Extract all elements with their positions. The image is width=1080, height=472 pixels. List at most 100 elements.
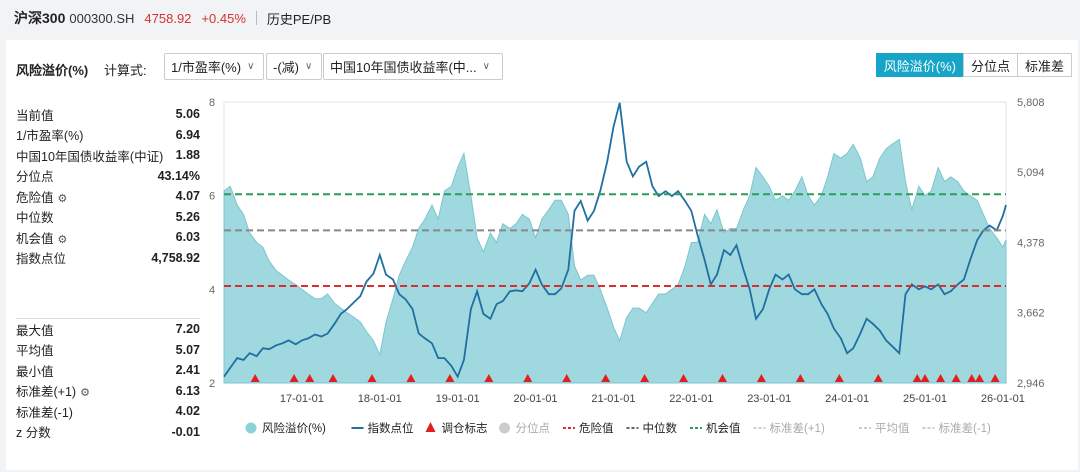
rebalance-marker: [679, 374, 689, 382]
stat-label-text: 危险值: [16, 190, 54, 205]
bond-select[interactable]: 中国10年国债收益率(中... ∨: [323, 53, 503, 80]
legend-label[interactable]: 机会值: [706, 421, 741, 435]
rebalance-marker: [920, 374, 930, 382]
stat-value: 4.02: [175, 404, 200, 419]
legend-label[interactable]: 危险值: [579, 421, 614, 435]
stat-value: 1.88: [175, 148, 200, 163]
legend-label[interactable]: 中位数: [643, 421, 678, 435]
stat-label: 平均值: [16, 340, 54, 359]
rebalance-marker: [640, 374, 650, 382]
history-pe-pb-link[interactable]: 历史PE/PB: [266, 11, 332, 27]
rebalance-marker: [250, 374, 260, 382]
stat-label: 最小值: [16, 361, 54, 380]
y-right-tick: 2,946: [1017, 378, 1045, 390]
y-left-tick: 2: [209, 378, 215, 390]
stat-row: 分位点 43.14%: [16, 166, 200, 187]
stat-label: 当前值: [16, 105, 54, 124]
gear-icon[interactable]: ⚙: [57, 192, 68, 205]
stats-top: 当前值 5.06 1/市盈率(%) 6.94 中国10年国债收益率(中证) 1.88 分位点…: [16, 104, 200, 268]
rebalance-marker: [484, 374, 494, 382]
stat-label: 标准差(+1) ⚙: [16, 381, 90, 400]
y-right-tick: 5,808: [1017, 97, 1045, 109]
stat-label-text: 标准差(-1): [16, 405, 73, 420]
calc-label: 计算式:: [104, 63, 147, 78]
stat-row: 最大值 7.20: [16, 319, 200, 340]
gear-icon[interactable]: ⚙: [80, 387, 90, 400]
top-bar: 沪深300 000300.SH 4758.92 +0.45% 历史PE/PB: [0, 0, 1080, 36]
stat-row: 最小值 2.41: [16, 360, 200, 381]
legend-label[interactable]: 指数点位: [368, 421, 414, 435]
index-name: 沪深300: [14, 10, 66, 26]
chevron-down-icon: ∨: [305, 61, 313, 72]
stat-row: 指数点位 4,758.92: [16, 248, 200, 269]
y-right-tick: 4,378: [1017, 237, 1045, 249]
rebalance-marker: [951, 374, 961, 382]
stats-divider: [16, 318, 200, 319]
stat-label-text: 最小值: [16, 364, 54, 379]
stat-label-text: 当前值: [16, 108, 54, 123]
chevron-down-icon: ∨: [482, 61, 490, 72]
stat-value: 2.41: [175, 363, 200, 378]
rebalance-marker: [967, 374, 977, 382]
legend-label[interactable]: 标准差(+1): [770, 421, 825, 435]
x-tick: 22-01-01: [669, 393, 713, 405]
numerator-select[interactable]: 1/市盈率(%) ∨: [164, 53, 264, 80]
legend-swatch: [425, 422, 436, 432]
rebalance-marker: [936, 374, 946, 382]
stat-label: 中位数: [16, 207, 54, 226]
stat-label: 危险值 ⚙: [16, 187, 67, 206]
stat-row: 标准差(+1) ⚙ 6.13: [16, 381, 200, 402]
tab-std-dev[interactable]: 标准差: [1016, 53, 1072, 77]
x-tick: 18-01-01: [358, 393, 402, 405]
stat-label: 1/市盈率(%): [16, 125, 83, 144]
x-tick: 24-01-01: [825, 393, 869, 405]
stat-label-text: z 分数: [16, 426, 51, 441]
legend-label[interactable]: 标准差(-1): [939, 421, 992, 435]
stat-label: 标准差(-1): [16, 402, 73, 421]
x-tick: 19-01-01: [436, 393, 480, 405]
view-tabs: 风险溢价(%) 分位点 标准差: [875, 53, 1072, 77]
risk-premium-area: [223, 138, 1007, 384]
stat-value: 5.07: [175, 342, 200, 357]
stat-label-text: 分位点: [16, 170, 54, 185]
stat-value: 43.14%: [157, 168, 200, 183]
stat-row: 标准差(-1) 4.02: [16, 401, 200, 422]
rebalance-marker: [367, 374, 377, 382]
legend-label[interactable]: 调仓标志: [442, 421, 488, 435]
legend-label[interactable]: 平均值: [875, 422, 910, 435]
stat-label-text: 平均值: [16, 344, 54, 359]
rebalance-marker: [562, 374, 572, 382]
chevron-down-icon: ∨: [247, 61, 255, 72]
legend-label[interactable]: 风险溢价(%): [262, 421, 326, 435]
rebalance-marker: [756, 374, 766, 382]
stat-row: z 分数 -0.01: [16, 422, 200, 443]
index-level-line: [223, 102, 1007, 379]
stat-label-text: 指数点位: [16, 252, 67, 267]
legend-label[interactable]: 分位点: [516, 421, 551, 435]
stat-value: 6.13: [175, 383, 200, 398]
stat-row: 平均值 5.07: [16, 340, 200, 361]
stats-bottom: 最大值 7.20 平均值 5.07 最小值 2.41 标准差(+1) ⚙ 6.13 标准差(-1)…: [16, 319, 200, 442]
x-tick: 25-01-01: [903, 393, 947, 405]
tab-percentile[interactable]: 分位点: [962, 53, 1018, 77]
rebalance-marker: [912, 374, 922, 382]
bond-select-value: 中国10年国债收益率(中...: [330, 60, 477, 75]
tab-risk-premium[interactable]: 风险溢价(%): [875, 53, 964, 77]
stat-label-text: 机会值: [16, 231, 54, 246]
x-tick: 21-01-01: [591, 393, 635, 405]
rebalance-marker: [289, 374, 299, 382]
x-tick: 23-01-01: [747, 393, 791, 405]
operator-select[interactable]: -(减) ∨: [266, 53, 322, 80]
rebalance-marker: [975, 374, 985, 382]
stat-row: 中国10年国债收益率(中证) 1.88: [16, 145, 200, 166]
stat-row: 1/市盈率(%) 6.94: [16, 125, 200, 146]
rebalance-marker: [873, 374, 883, 382]
legend-swatch: [245, 422, 257, 434]
stat-value: -0.01: [171, 424, 201, 439]
gear-icon[interactable]: ⚙: [57, 233, 68, 246]
stat-row: 机会值 ⚙ 6.03: [16, 227, 200, 248]
stat-label-text: 标准差(+1): [16, 385, 77, 400]
index-code: 000300.SH: [69, 10, 135, 26]
stat-label: z 分数: [16, 422, 51, 441]
rebalance-marker: [445, 374, 455, 382]
